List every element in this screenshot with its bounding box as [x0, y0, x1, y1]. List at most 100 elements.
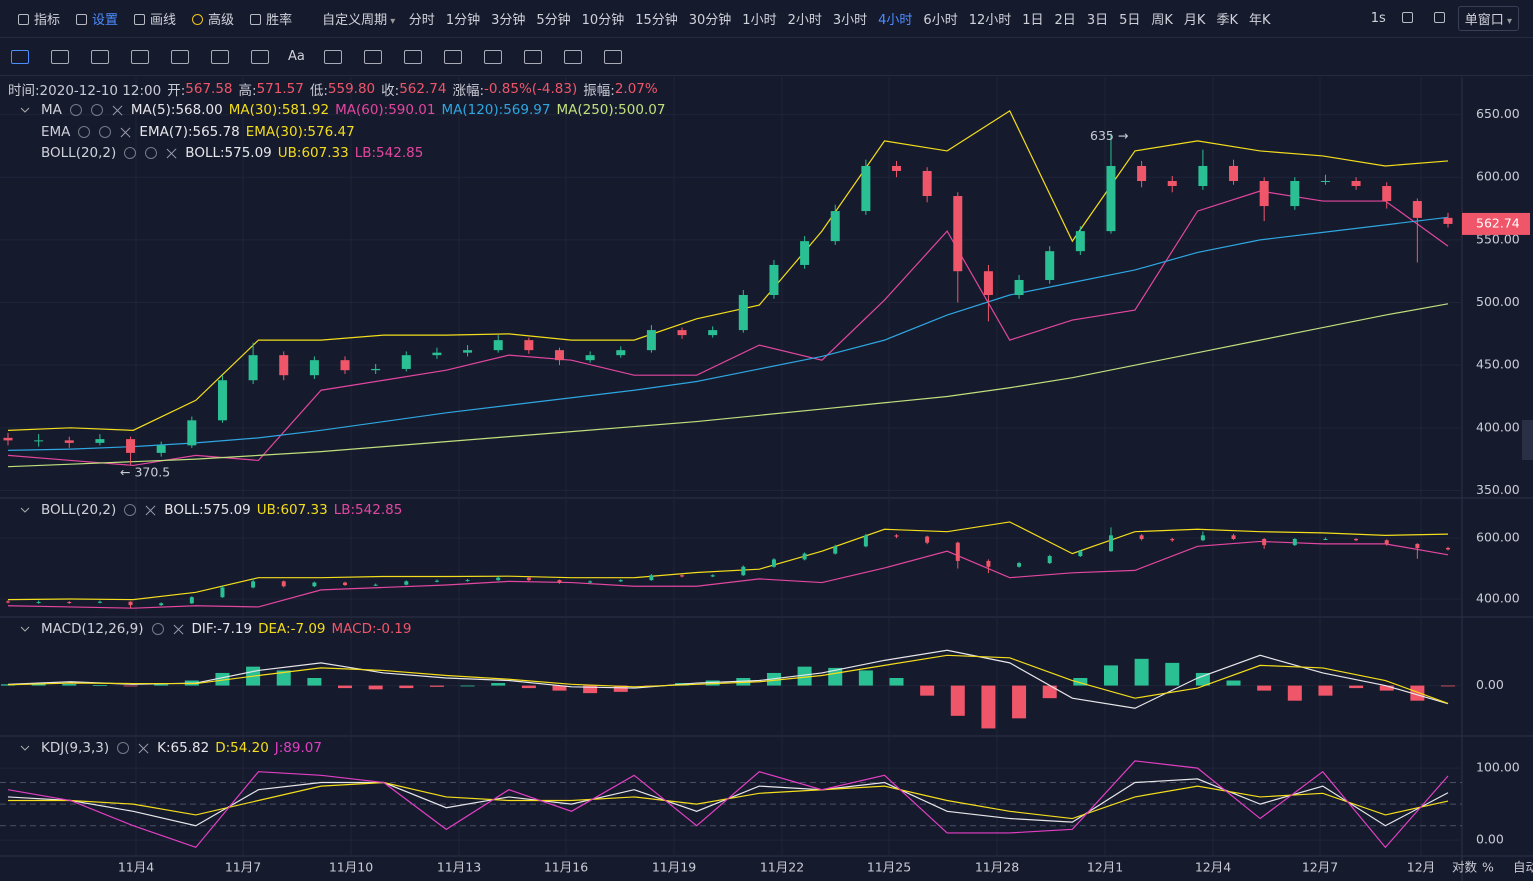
candle-body: [1198, 165, 1208, 187]
x-tick-label: 11月28: [975, 860, 1019, 875]
settings-icon[interactable]: [99, 125, 112, 138]
candle-body: [463, 350, 473, 353]
period-button[interactable]: 30分钟: [688, 13, 732, 28]
x-tick-label: 11月16: [544, 860, 588, 875]
legend-name: MACD(12,26,9): [41, 621, 144, 637]
macd-bar: [1410, 685, 1425, 701]
period-button[interactable]: 1小时: [742, 13, 777, 28]
time: 时间:2020-12-10 12:00: [8, 83, 162, 99]
annotation: 635 →: [1090, 128, 1128, 143]
period-button[interactable]: 年K: [1248, 13, 1271, 28]
wave-tool[interactable]: [211, 49, 229, 64]
eye-icon[interactable]: [69, 104, 82, 116]
x-tick-label: 12月1: [1087, 860, 1123, 875]
period-button[interactable]: 1日: [1022, 13, 1044, 28]
period-button[interactable]: 6小时: [923, 13, 958, 28]
info-label: 高:: [238, 83, 257, 99]
settings-icon[interactable]: [117, 742, 130, 754]
crosshair-tool[interactable]: [11, 49, 29, 64]
brush-tool[interactable]: [443, 49, 462, 64]
shape-tool[interactable]: [363, 49, 382, 64]
period-button[interactable]: 周K: [1151, 13, 1173, 28]
period-button[interactable]: 分时: [408, 13, 435, 28]
y-tick-label: 400.00: [1476, 591, 1520, 606]
period-button[interactable]: 5分钟: [536, 13, 571, 28]
toolbar-button[interactable]: 指标: [10, 9, 68, 28]
candle-body: [3, 437, 13, 441]
trend-tool[interactable]: [91, 49, 109, 64]
period-button[interactable]: 2小时: [787, 13, 822, 28]
period-button[interactable]: 1分钟: [445, 13, 481, 28]
candle-body: [1384, 540, 1389, 544]
toolbar-button[interactable]: 画线: [126, 9, 184, 28]
settings-icon[interactable]: [90, 104, 103, 116]
fib-tool[interactable]: [323, 49, 342, 64]
period-button[interactable]: 月K: [1183, 13, 1206, 28]
custom-period[interactable]: 自定义周期: [314, 9, 403, 28]
info-value: 2.07%: [614, 81, 658, 97]
copy-tool[interactable]: [563, 49, 582, 64]
settings-icon[interactable]: [124, 504, 137, 516]
legend-name: BOLL(20,2): [41, 145, 117, 161]
window-select[interactable]: 单窗口: [1457, 6, 1519, 31]
period-button[interactable]: 季K: [1216, 13, 1238, 28]
candle-body: [432, 352, 442, 356]
close-icon[interactable]: [173, 624, 183, 634]
period-button[interactable]: 3分钟: [491, 13, 526, 28]
speed[interactable]: 1s: [1370, 11, 1386, 26]
period-button[interactable]: 15分钟: [635, 13, 678, 28]
toolbar-button[interactable]: 设置: [68, 9, 126, 28]
eye-icon[interactable]: [124, 147, 137, 159]
candle-body: [830, 211, 840, 242]
delete-tool[interactable]: [603, 49, 622, 64]
close-icon[interactable]: [166, 148, 176, 158]
ohlc-info: 时间:2020-12-10 12:00 开: 567.58 高: 571.57 低: 559…: [8, 79, 664, 99]
indicator-line: [7, 109, 1449, 431]
grid-tool[interactable]: [251, 49, 269, 64]
channel-tool[interactable]: [171, 49, 189, 64]
angle-tool[interactable]: [131, 49, 149, 64]
close-icon[interactable]: [145, 505, 155, 515]
macd-bar: [736, 678, 751, 686]
settings-icon[interactable]: [151, 623, 164, 635]
candle-body: [1045, 251, 1055, 280]
candle-body: [1229, 165, 1239, 181]
line-tool[interactable]: [51, 49, 69, 64]
back[interactable]: [1426, 11, 1458, 26]
period-button[interactable]: 3日: [1086, 13, 1109, 28]
close-icon[interactable]: [120, 127, 130, 137]
candle-body: [189, 597, 194, 604]
legend-value: J:89.07: [274, 740, 322, 756]
footer-toggle[interactable]: 自动: [1513, 860, 1533, 875]
candle-body: [557, 580, 562, 583]
text-tool[interactable]: Aa: [288, 49, 305, 64]
candle-body: [741, 566, 746, 576]
footer-toggle[interactable]: 对数: [1452, 860, 1478, 875]
ruler-tool[interactable]: [403, 49, 422, 64]
measure-tool[interactable]: [483, 49, 502, 64]
y-tick-label: 600.00: [1476, 530, 1520, 545]
lock-tool[interactable]: [523, 49, 542, 64]
info-value: 559.80: [327, 81, 376, 97]
close-icon[interactable]: [112, 105, 122, 115]
candle-body: [1290, 180, 1300, 207]
period-button[interactable]: 2日: [1054, 13, 1076, 28]
period-button[interactable]: 4小时: [878, 13, 913, 28]
indicator-line: [7, 303, 1449, 468]
top-toolbar: 指标设置画线高级胜率自定义周期分时 1分钟 3分钟 5分钟 10分钟 15分钟 30分钟 1小…: [0, 0, 1533, 38]
candle-body: [34, 440, 44, 442]
settings-icon[interactable]: [145, 147, 158, 159]
macd-bar: [920, 685, 935, 696]
fullscreen[interactable]: [1394, 11, 1426, 26]
toolbar-button[interactable]: 高级: [184, 9, 242, 28]
period-button[interactable]: 5日: [1119, 13, 1141, 28]
period-button[interactable]: 10分钟: [581, 13, 625, 28]
side-handle[interactable]: [1522, 420, 1533, 460]
period-button[interactable]: 12小时: [968, 13, 1012, 28]
toolbar-button[interactable]: 胜率: [242, 9, 300, 28]
candle-body: [1351, 180, 1361, 187]
eye-icon[interactable]: [78, 125, 91, 138]
footer-toggle[interactable]: %: [1482, 860, 1494, 875]
period-button[interactable]: 3小时: [832, 13, 868, 28]
close-icon[interactable]: [138, 743, 148, 753]
